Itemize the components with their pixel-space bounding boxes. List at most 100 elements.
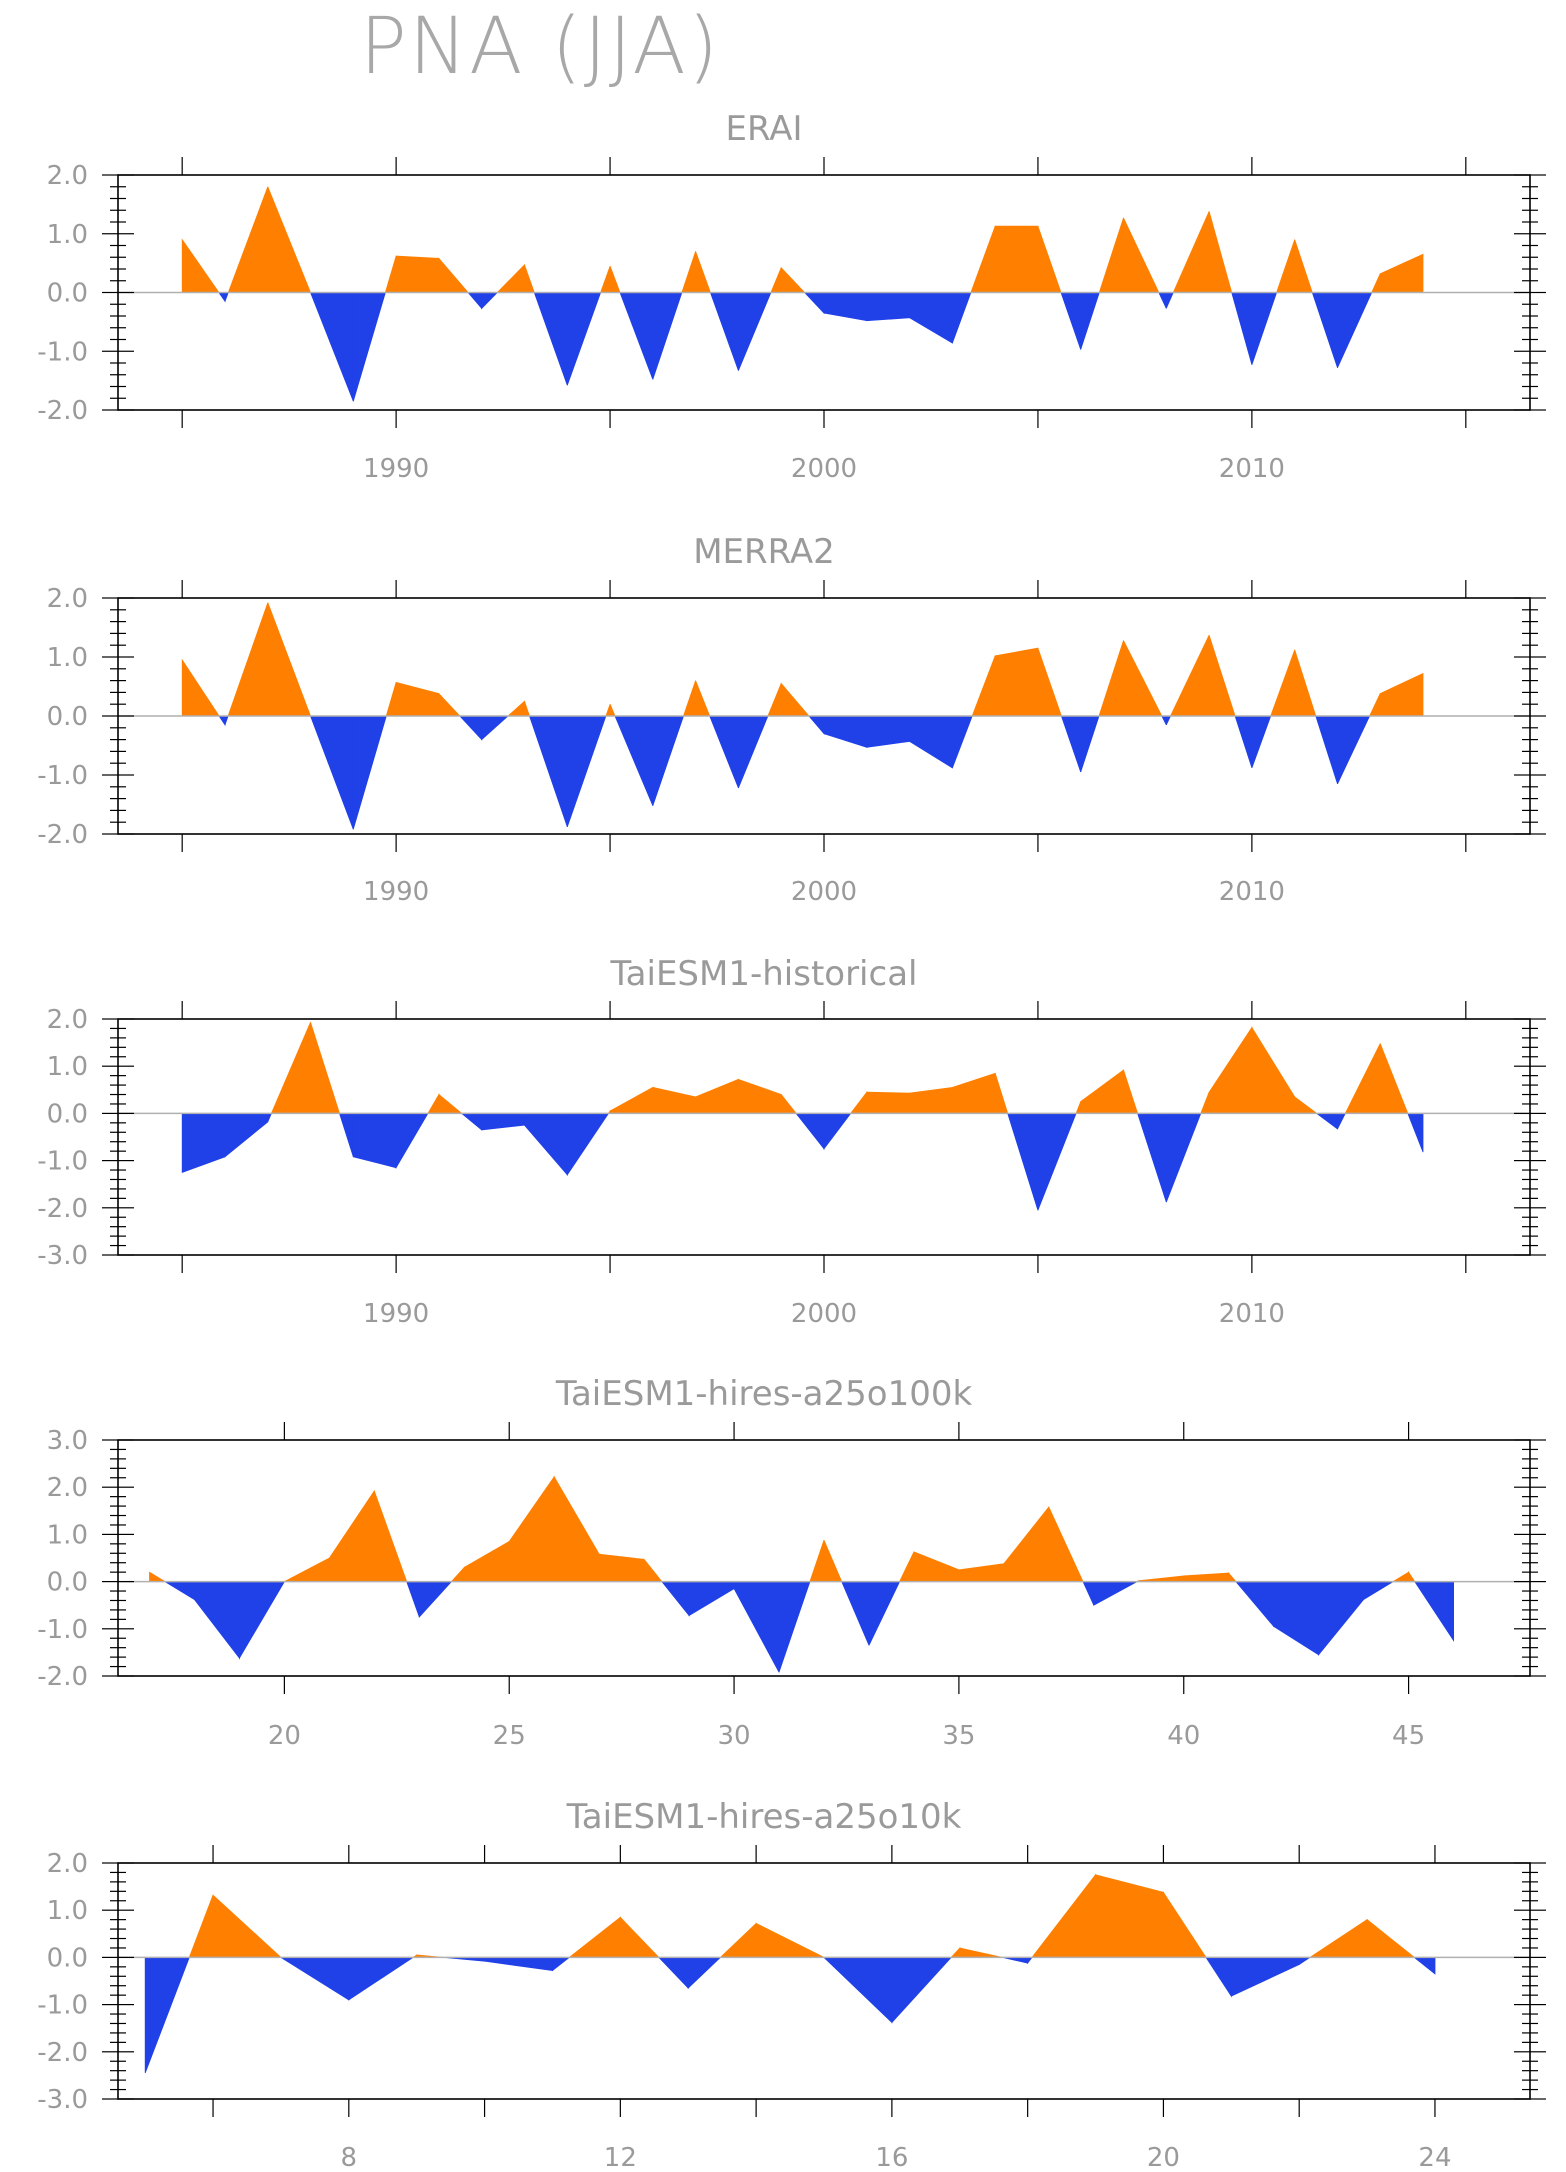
positive-area: [1208, 635, 1236, 717]
y-tick-label: -3.0: [37, 1241, 88, 1271]
y-tick-label: 0.0: [47, 1099, 88, 1129]
positive-area: [1037, 225, 1062, 293]
positive-area: [1003, 1505, 1050, 1582]
negative-area: [1060, 292, 1082, 350]
x-tick-label: 16: [875, 2143, 908, 2172]
y-tick-label: -1.0: [37, 1615, 88, 1645]
negative-area: [1165, 292, 1174, 309]
y-tick-label: 2.0: [47, 1473, 88, 1503]
positive-area: [1172, 211, 1210, 293]
positive-area: [1098, 640, 1124, 717]
positive-area: [950, 1946, 961, 1958]
negative-area: [352, 292, 386, 402]
x-tick-label: 8: [341, 2143, 358, 2172]
positive-area: [310, 1022, 341, 1114]
positive-area: [438, 692, 461, 717]
y-tick-label: 0.0: [47, 702, 88, 732]
positive-area: [508, 1475, 555, 1582]
negative-area: [1080, 292, 1100, 350]
x-tick-label: 2010: [1219, 1299, 1285, 1329]
negative-area: [952, 715, 973, 769]
x-tick-label: 45: [1392, 1721, 1425, 1751]
x-tick-label: 2000: [791, 1299, 857, 1329]
positive-area: [652, 1086, 696, 1114]
y-tick-label: 1.0: [47, 1896, 88, 1926]
positive-area: [1294, 1096, 1318, 1114]
negative-area: [1161, 715, 1167, 726]
negative-area: [566, 715, 607, 828]
positive-area: [643, 1558, 663, 1582]
positive-area: [1095, 1874, 1164, 1958]
negative-area: [1337, 715, 1371, 785]
positive-area: [849, 1091, 868, 1114]
positive-area: [227, 186, 269, 293]
positive-area: [267, 186, 312, 293]
positive-area: [1123, 1069, 1139, 1114]
negative-area: [868, 1581, 901, 1646]
negative-area: [224, 292, 229, 302]
negative-area: [309, 715, 354, 830]
positive-area: [971, 655, 996, 717]
positive-area: [1366, 1918, 1416, 1958]
positive-area: [438, 257, 469, 293]
negative-area: [352, 1113, 397, 1169]
negative-area: [619, 292, 654, 380]
negative-area: [1414, 1581, 1454, 1642]
negative-area: [909, 715, 953, 769]
x-tick-label: 2010: [1219, 877, 1285, 907]
positive-area: [755, 1922, 825, 1958]
y-tick-label: 1.0: [47, 643, 88, 673]
positive-area: [524, 701, 531, 717]
negative-area: [163, 1581, 195, 1601]
negative-area: [481, 715, 510, 741]
negative-area: [1298, 1957, 1312, 1966]
negative-area: [738, 715, 769, 789]
x-tick-label: 1990: [363, 454, 429, 484]
y-tick-label: 0.0: [47, 1943, 88, 1973]
negative-area: [1093, 1581, 1138, 1606]
negative-area: [352, 715, 387, 830]
negative-area: [1205, 1957, 1232, 1998]
negative-area: [528, 715, 568, 828]
positive-area: [284, 1557, 330, 1582]
y-tick-label: 2.0: [47, 161, 88, 191]
x-tick-label: 2000: [791, 877, 857, 907]
negative-area: [1235, 1581, 1275, 1628]
negative-area: [1311, 292, 1338, 368]
negative-area: [823, 1113, 852, 1150]
x-tick-label: 2000: [791, 454, 857, 484]
negative-area: [1407, 1113, 1424, 1153]
negative-area: [238, 1581, 286, 1660]
positive-area: [1251, 1026, 1296, 1114]
positive-area: [770, 267, 782, 293]
positive-area: [1200, 1092, 1210, 1114]
positive-area: [1037, 647, 1062, 717]
positive-area: [427, 1093, 440, 1114]
negative-area: [533, 292, 568, 386]
positive-area: [958, 1563, 1005, 1582]
negative-area: [1234, 715, 1253, 769]
y-tick-label: 0.0: [47, 279, 88, 309]
x-tick-label: 1990: [363, 1299, 429, 1329]
negative-area: [733, 1581, 780, 1673]
positive-area: [524, 264, 535, 293]
positive-area: [605, 704, 611, 717]
panel-title: TaiESM1-hires-a25o100k: [555, 1374, 973, 1414]
positive-area: [1123, 217, 1160, 293]
negative-area: [808, 715, 825, 735]
positive-area: [681, 251, 696, 293]
negative-area: [218, 715, 226, 727]
positive-area: [506, 700, 525, 717]
positive-area: [866, 1091, 910, 1114]
negative-area: [467, 292, 483, 310]
negative-area: [1273, 1581, 1319, 1656]
negative-area: [524, 1113, 568, 1176]
negative-area: [1318, 1581, 1364, 1656]
positive-area: [1208, 211, 1233, 293]
positive-area: [959, 1947, 1003, 1958]
negative-area: [1251, 715, 1272, 769]
panel-1: ERAI -2.0 -1.0 0.0 1.0 2.0 1990 2000 2010: [37, 109, 1546, 484]
positive-area: [619, 1916, 660, 1958]
positive-area: [1294, 239, 1313, 293]
positive-area: [767, 683, 782, 717]
